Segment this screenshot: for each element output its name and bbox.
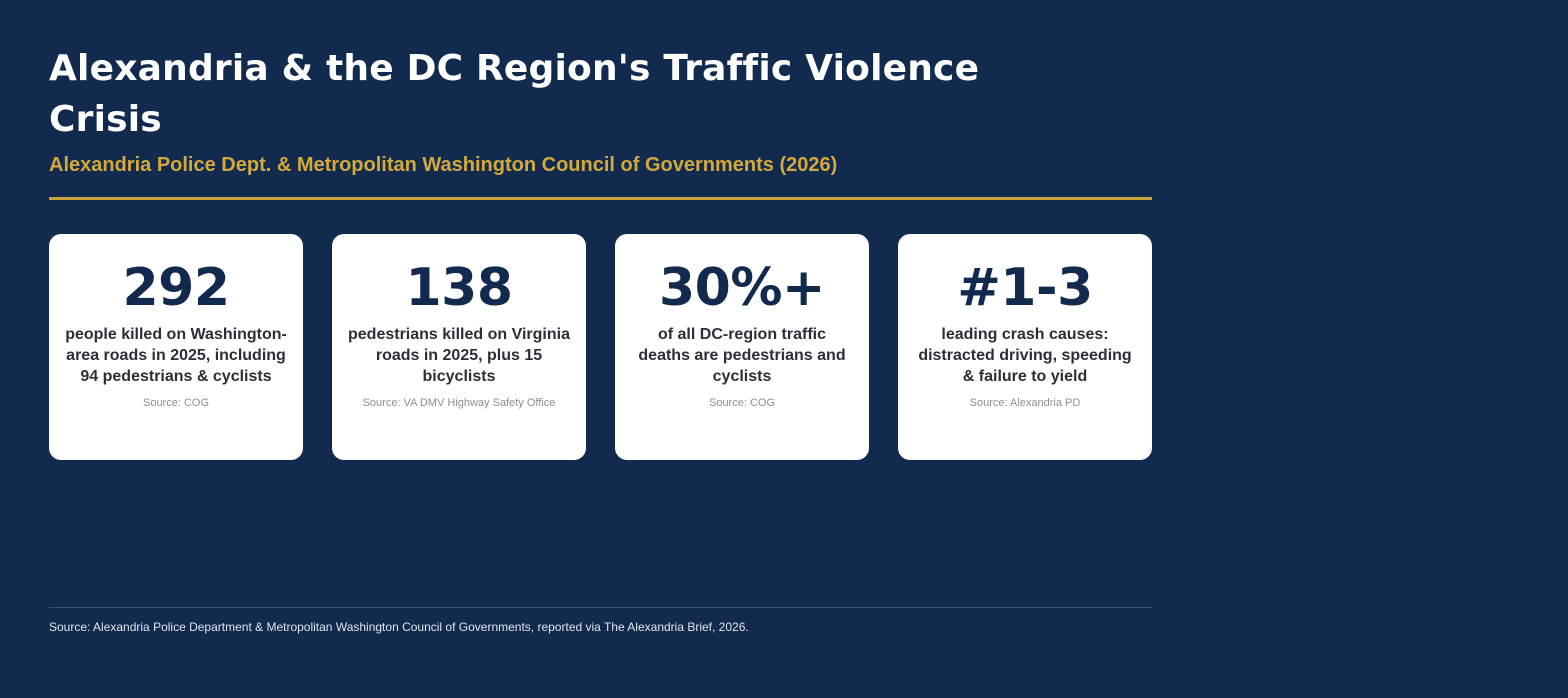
stat-description: people killed on Washington-area roads i… [65, 326, 287, 385]
title-divider [49, 197, 1152, 200]
stat-description: leading crash causes: distracted driving… [918, 326, 1132, 385]
stat-source: Source: VA DMV Highway Safety Office [362, 397, 556, 409]
page-title: Alexandria & the DC Region's Traffic Vio… [49, 48, 980, 140]
footer-source-note: Source: Alexandria Police Department & M… [49, 620, 749, 634]
stat-source: Source: COG [142, 397, 210, 409]
stat-description: pedestrians killed on Virginia roads in … [348, 326, 570, 385]
stat-description: of all DC-region traffic deaths are pede… [638, 326, 846, 385]
stat-value: 292 [122, 258, 230, 318]
stat-source: Source: Alexandria PD [969, 397, 1081, 409]
stat-value: 138 [405, 258, 513, 318]
stat-value: 30%+ [658, 258, 826, 318]
footer-divider [49, 607, 1152, 608]
stat-card-causes: #1-3 leading crash causes: distracted dr… [898, 234, 1152, 460]
page-subtitle: Alexandria Police Dept. & Metropolitan W… [49, 154, 838, 176]
stat-cards: 292 people killed on Washington-area roa… [49, 234, 1152, 460]
stat-card-fatalities: 292 people killed on Washington-area roa… [49, 234, 303, 460]
stat-card-pedestrians: 138 pedestrians killed on Virginia roads… [332, 234, 586, 460]
stat-card-share: 30%+ of all DC-region traffic deaths are… [615, 234, 869, 460]
stat-source: Source: COG [708, 397, 776, 409]
stat-value: #1-3 [957, 258, 1093, 318]
